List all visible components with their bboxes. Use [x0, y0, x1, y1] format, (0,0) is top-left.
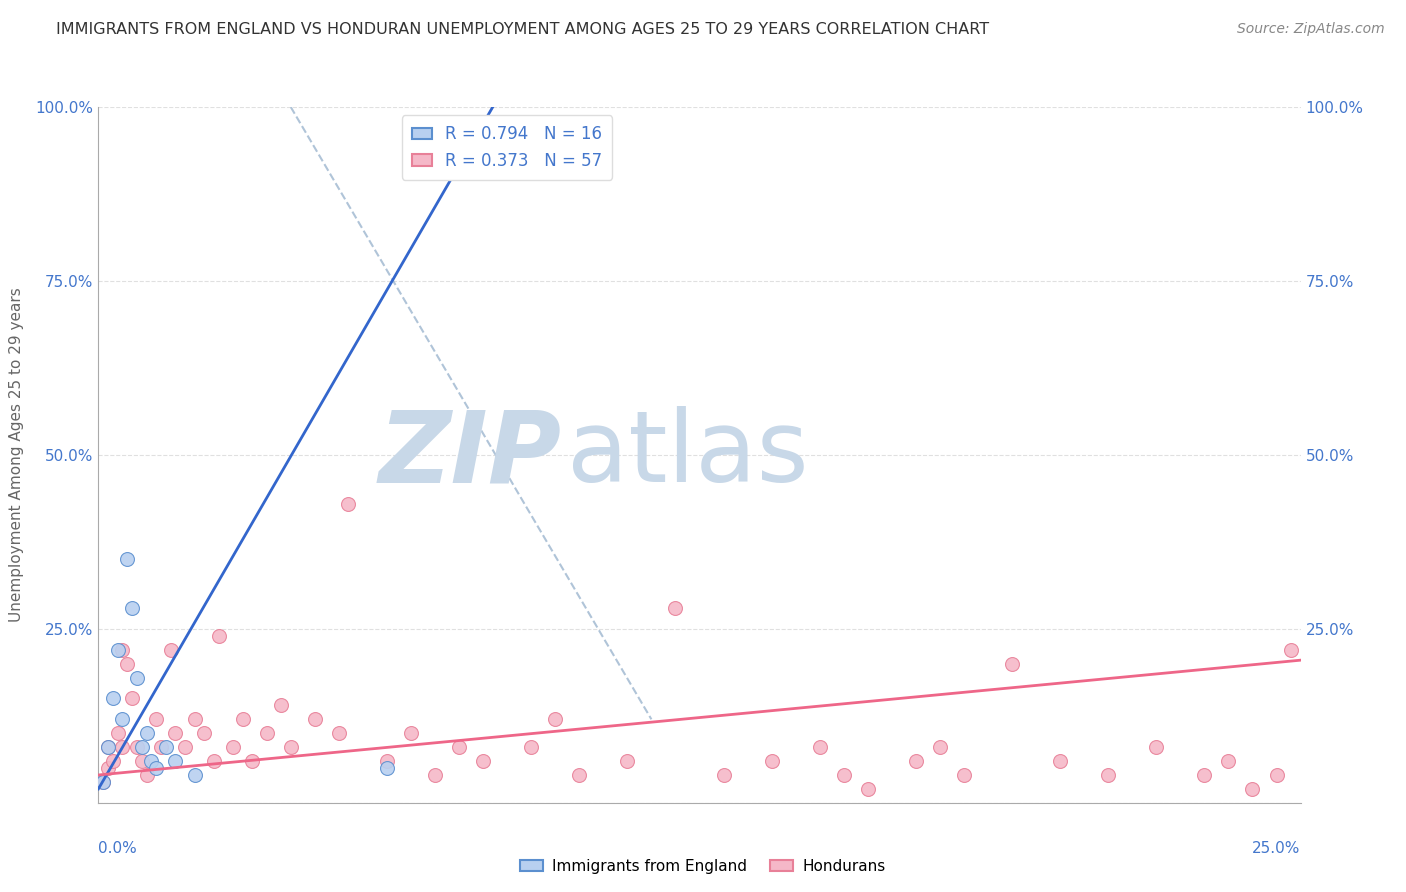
Y-axis label: Unemployment Among Ages 25 to 29 years: Unemployment Among Ages 25 to 29 years — [10, 287, 24, 623]
Point — [193, 726, 215, 740]
Point — [159, 642, 181, 657]
Point — [135, 768, 157, 782]
Point — [240, 754, 263, 768]
Point — [107, 642, 129, 657]
Point — [208, 629, 231, 643]
Point — [107, 726, 129, 740]
Point — [1097, 768, 1119, 782]
Point — [304, 712, 326, 726]
Point — [97, 740, 120, 755]
Point — [423, 768, 446, 782]
Point — [131, 740, 153, 755]
Point — [1218, 754, 1240, 768]
Legend: Immigrants from England, Hondurans: Immigrants from England, Hondurans — [515, 853, 891, 880]
Point — [145, 712, 167, 726]
Point — [101, 754, 124, 768]
Point — [91, 775, 114, 789]
Text: 0.0%: 0.0% — [98, 841, 138, 856]
Point — [125, 671, 148, 685]
Point — [174, 740, 197, 755]
Point — [145, 761, 167, 775]
Point — [280, 740, 302, 755]
Point — [1049, 754, 1071, 768]
Point — [375, 754, 398, 768]
Point — [121, 601, 143, 615]
Point — [953, 768, 976, 782]
Point — [125, 740, 148, 755]
Point — [664, 601, 686, 615]
Point — [141, 754, 163, 768]
Legend: R = 0.794   N = 16, R = 0.373   N = 57: R = 0.794 N = 16, R = 0.373 N = 57 — [402, 115, 613, 179]
Point — [616, 754, 638, 768]
Point — [1279, 642, 1302, 657]
Point — [1194, 768, 1216, 782]
Point — [135, 726, 157, 740]
Point — [337, 497, 360, 511]
Point — [832, 768, 855, 782]
Text: ZIP: ZIP — [378, 407, 561, 503]
Point — [472, 754, 495, 768]
Point — [155, 740, 177, 755]
Point — [222, 740, 245, 755]
Point — [544, 712, 567, 726]
Point — [928, 740, 950, 755]
Point — [117, 657, 139, 671]
Text: Source: ZipAtlas.com: Source: ZipAtlas.com — [1237, 22, 1385, 37]
Point — [165, 726, 187, 740]
Point — [121, 691, 143, 706]
Point — [520, 740, 543, 755]
Point — [256, 726, 278, 740]
Point — [117, 552, 139, 566]
Point — [568, 768, 591, 782]
Point — [111, 712, 134, 726]
Point — [131, 754, 153, 768]
Point — [97, 761, 120, 775]
Text: 25.0%: 25.0% — [1253, 841, 1301, 856]
Point — [101, 691, 124, 706]
Point — [97, 740, 120, 755]
Point — [856, 781, 879, 796]
Point — [165, 754, 187, 768]
Point — [111, 642, 134, 657]
Point — [713, 768, 735, 782]
Point — [375, 761, 398, 775]
Point — [328, 726, 350, 740]
Point — [270, 698, 292, 713]
Point — [1241, 781, 1264, 796]
Point — [761, 754, 783, 768]
Text: atlas: atlas — [567, 407, 808, 503]
Point — [808, 740, 831, 755]
Point — [149, 740, 172, 755]
Point — [183, 768, 205, 782]
Text: IMMIGRANTS FROM ENGLAND VS HONDURAN UNEMPLOYMENT AMONG AGES 25 TO 29 YEARS CORRE: IMMIGRANTS FROM ENGLAND VS HONDURAN UNEM… — [56, 22, 990, 37]
Point — [91, 775, 114, 789]
Point — [1265, 768, 1288, 782]
Point — [1001, 657, 1024, 671]
Point — [447, 740, 470, 755]
Point — [232, 712, 254, 726]
Point — [202, 754, 225, 768]
Point — [111, 740, 134, 755]
Point — [1144, 740, 1167, 755]
Point — [399, 726, 422, 740]
Point — [904, 754, 927, 768]
Point — [183, 712, 205, 726]
